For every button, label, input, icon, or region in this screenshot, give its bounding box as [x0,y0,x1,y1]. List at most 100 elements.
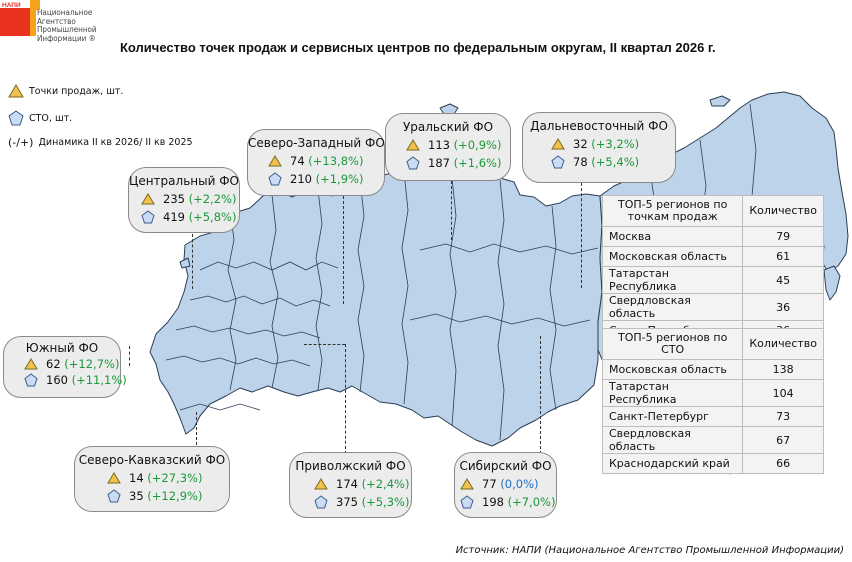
boundary-vertical-1 [227,209,237,391]
leader-line-volga [345,344,346,454]
legend-points-label: Точки продаж, шт. [29,85,124,97]
boundary-horizontal-5 [179,403,261,411]
district-sto-row: 198 (+7,0%) [455,495,556,509]
legend-dynamics-label: Динамика II кв 2026/ II кв 2025 [38,137,193,148]
pentagon-icon [268,172,282,186]
boundary-vertical-5 [401,171,409,405]
district-box-volga: Приволжский ФО 174 (+2,4%) 375 (+5,3%) [289,452,412,518]
district-box-fareast: Дальневосточный ФО 32 (+3,2%) 78 (+5,4%) [522,112,676,183]
leader-line-fareast [581,183,582,288]
triangle-icon [551,138,565,150]
district-box-ural: Уральский ФО 113 (+0,9%) 187 (+1,6%) [385,113,511,181]
boundary-vertical-7 [497,179,505,441]
leader-line-ural [451,181,452,240]
district-name: Уральский ФО [402,120,494,134]
table-row: Свердловская область 67 [601,426,824,454]
district-name: Северо-Кавказский ФО [78,453,226,467]
district-points-row: 32 (+3,2%) [523,137,675,151]
district-box-central: Центральный ФО 235 (+2,2%) 419 (+5,8%) [128,167,240,233]
table-row: Татарстан Республика 45 [601,266,824,294]
leader-line-caucasus [196,412,197,450]
pentagon-icon [314,495,328,509]
district-points-row: 14 (+27,3%) [75,471,229,485]
leader-line-south [129,346,130,366]
district-name: Приволжский ФО [295,459,406,473]
boundary-west-4 [165,355,311,367]
legend-dynamics-symbol: (-/+) [8,136,34,149]
district-sto-row: 160 (+11,1%) [4,373,127,387]
district-points-row: 235 (+2,2%) [129,192,239,206]
district-sto-row: 187 (+1,6%) [386,156,510,170]
boundary-vertical-4 [357,179,365,393]
pentagon-icon [8,110,24,126]
district-name: Дальневосточный ФО [530,119,668,133]
boundary-vertical-6 [449,177,457,427]
pentagon-icon [551,155,565,169]
table-row: Москва 79 [601,226,824,247]
legend-dynamics: (-/+) Динамика II кв 2026/ II кв 2025 [8,136,193,149]
pentagon-icon [406,156,420,170]
triangle-icon [24,358,38,370]
boundary-west-3 [175,325,321,339]
legend-sto: СТО, шт. [8,110,72,126]
kamchatka-tip [823,265,841,301]
leader-line-northwest [343,196,344,304]
pentagon-icon [460,495,474,509]
district-sto-row: 210 (+1,9%) [248,172,384,186]
triangle-icon [141,193,155,205]
district-points-row: 77 (0,0%) [455,477,556,491]
boundary-vertical-2 [269,194,279,389]
legend-sto-label: СТО, шт. [29,112,73,124]
district-points-row: 62 (+12,7%) [4,357,120,371]
top5-sto-header-region: ТОП-5 регионов по СТО [601,328,744,360]
logo-abbr: НАПИ [2,2,21,9]
logo-name: Национальное Агентство Промышленной Инфо… [37,8,97,43]
triangle-icon [107,472,121,484]
wrangel [709,95,731,107]
triangle-icon [406,139,420,151]
district-points-row: 113 (+0,9%) [386,138,510,152]
triangle-icon [314,478,328,490]
district-box-caucasus: Северо-Кавказский ФО 14 (+27,3%) 35 (+12… [74,446,230,512]
triangle-icon [8,84,24,98]
leader-line-central [192,234,193,289]
district-box-northwest: Северо-Западный ФО 74 (+13,8%) 210 (+1,9… [247,129,385,196]
leader-line-siberia [540,336,541,454]
top5-points-table: ТОП-5 регионов по точкам продаж Количест… [601,195,824,341]
triangle-icon [460,478,474,490]
boundary-horizontal-2 [409,313,591,327]
pentagon-icon [141,210,155,224]
district-name: Южный ФО [25,341,99,355]
top5-sto-table: ТОП-5 регионов по СТО Количество Московс… [601,328,824,474]
leader-line-volga-h [304,344,345,345]
district-box-siberia: Сибирский ФО 77 (0,0%) 198 (+7,0%) [454,452,557,518]
pentagon-icon [107,489,121,503]
triangle-icon [268,155,282,167]
top5-points-header-region: ТОП-5 регионов по точкам продаж [601,195,744,227]
district-sto-row: 78 (+5,4%) [523,155,675,169]
source-note: Источник: НАПИ (Национальное Агентство П… [455,545,844,556]
boundary-vertical-3 [315,189,323,391]
legend-points: Точки продаж, шт. [8,84,123,98]
table-row: Свердловская область 36 [601,293,824,321]
district-points-row: 174 (+2,4%) [290,477,411,491]
table-row: Московская область 138 [601,359,824,380]
kaliningrad [179,257,191,269]
table-row: Московская область 61 [601,246,824,267]
district-name: Северо-Западный ФО [248,136,385,150]
boundary-vertical-8 [549,205,557,411]
boundary-horizontal-1 [419,243,599,255]
table-row: Татарстан Республика 104 [601,379,824,407]
district-points-row: 74 (+13,8%) [248,154,384,168]
table-row: Краснодарский край 66 [601,453,824,474]
napi-logo: НАПИ [0,0,40,36]
district-sto-row: 419 (+5,8%) [129,210,239,224]
district-name: Центральный ФО [129,174,239,188]
top5-sto-header-count: Количество [742,328,824,360]
top5-points-header-count: Количество [742,195,824,227]
district-sto-row: 35 (+12,9%) [75,489,229,503]
page-title: Количество точек продаж и сервисных цент… [120,40,716,55]
district-sto-row: 375 (+5,3%) [290,495,411,509]
boundary-west-2 [189,295,331,307]
pentagon-icon [24,373,38,387]
